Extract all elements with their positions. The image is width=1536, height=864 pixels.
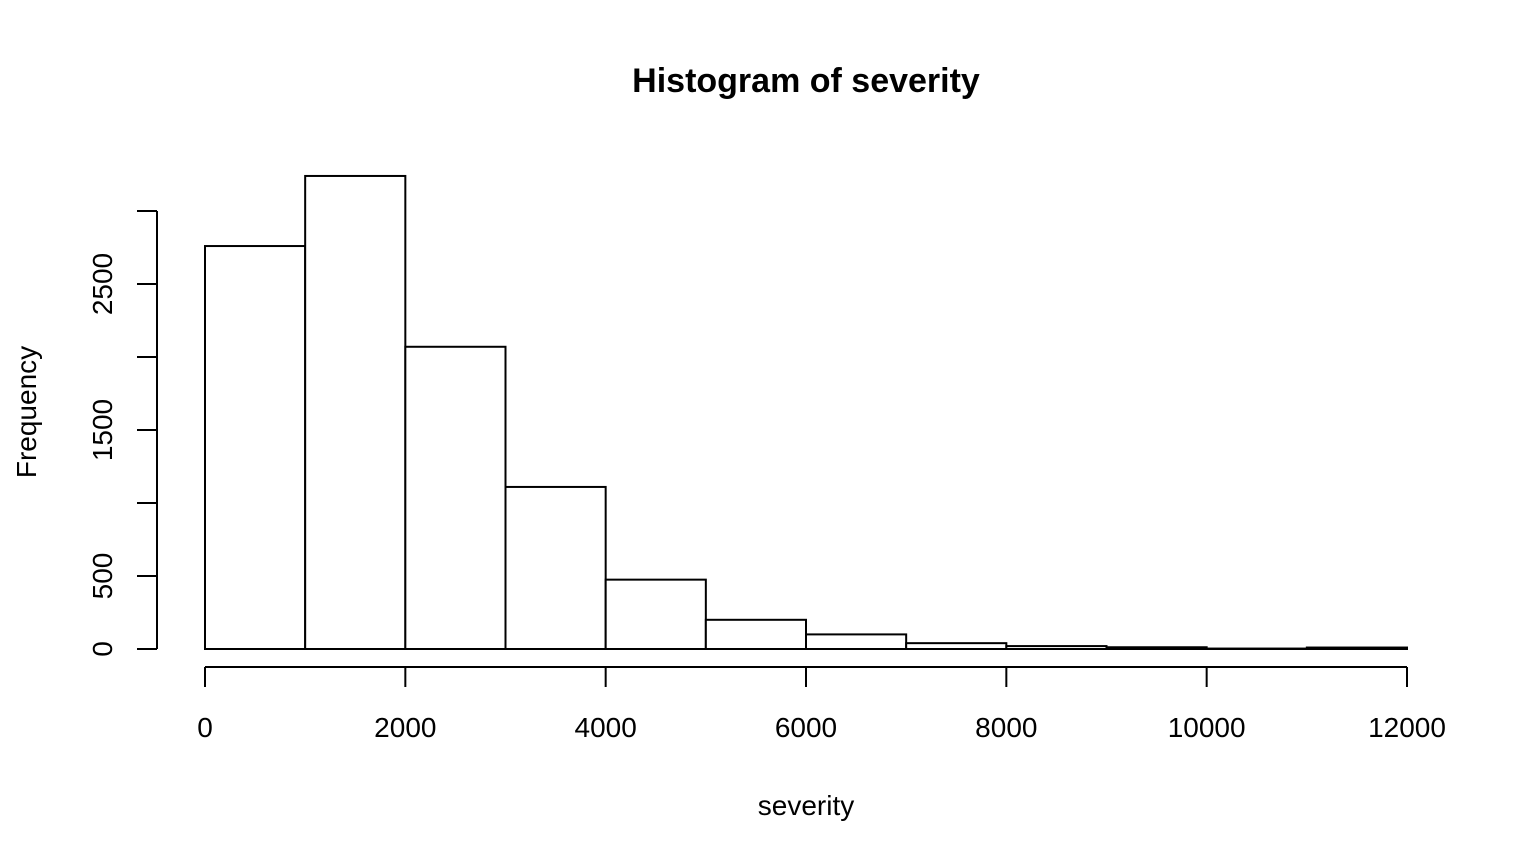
histogram-bar <box>404 345 507 650</box>
histogram-bar <box>1305 646 1409 650</box>
histogram-bar <box>905 642 1008 650</box>
chart-title: Histogram of severity <box>632 62 980 100</box>
histogram-bar <box>504 485 607 650</box>
y-tick-label: 2500 <box>87 253 118 315</box>
x-tick-label: 10000 <box>1168 712 1246 743</box>
x-tick-label: 2000 <box>374 712 436 743</box>
x-tick-label: 8000 <box>975 712 1037 743</box>
bars-group <box>204 174 1409 651</box>
histogram-bar <box>304 174 407 651</box>
y-tick-label: 1500 <box>87 399 118 461</box>
x-tick-label: 0 <box>197 712 213 743</box>
histogram-bar <box>805 633 908 651</box>
histogram-bar <box>1105 646 1208 650</box>
x-tick-label: 4000 <box>575 712 637 743</box>
x-axis-label: severity <box>758 790 854 821</box>
histogram-bar <box>704 618 807 650</box>
y-axis-label: Frequency <box>11 346 42 478</box>
y-tick-label: 500 <box>87 553 118 600</box>
x-tick-label: 12000 <box>1368 712 1446 743</box>
y-tick-label: 0 <box>87 641 118 657</box>
histogram-bar <box>1005 645 1108 651</box>
histogram-bar <box>204 245 307 650</box>
histogram-bar <box>604 578 707 651</box>
x-axis: 0 2000 4000 6000 8000 10000 12000 <box>197 666 1446 743</box>
y-axis: 0 500 1500 2500 <box>87 210 158 657</box>
x-tick-label: 6000 <box>775 712 837 743</box>
